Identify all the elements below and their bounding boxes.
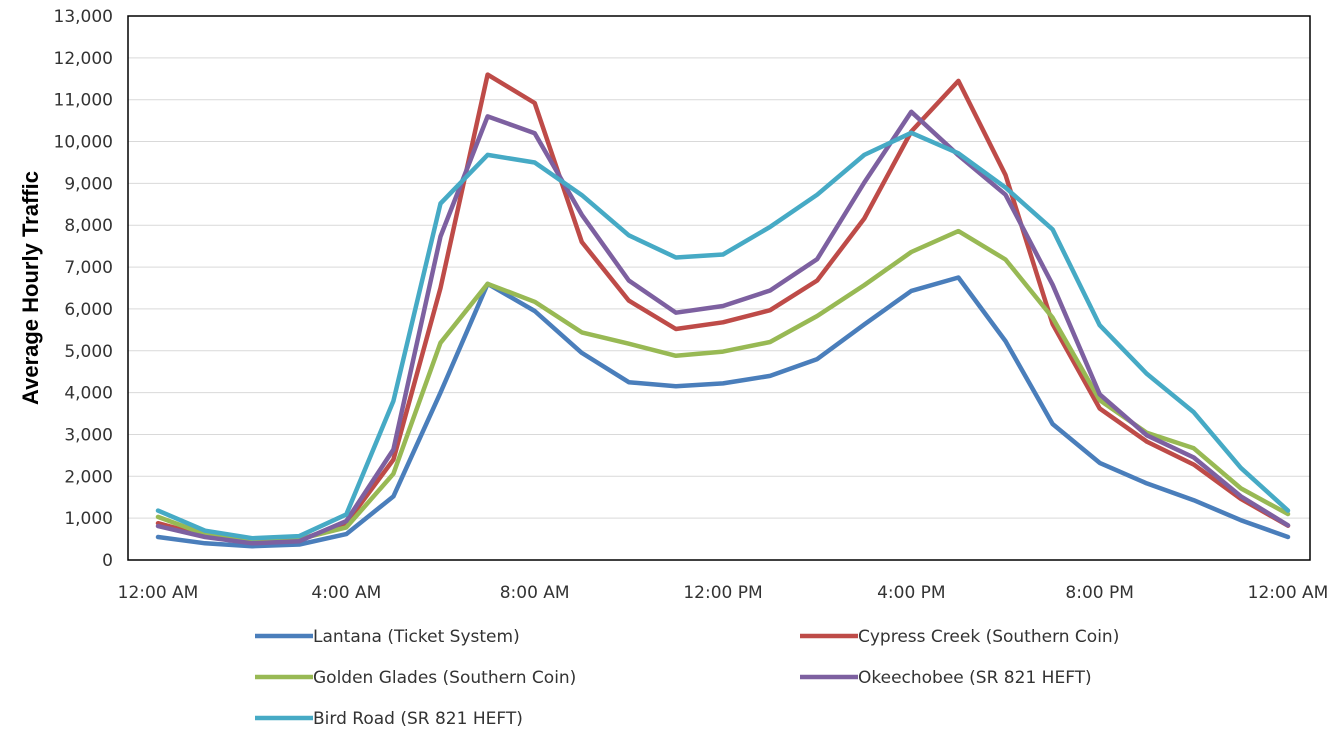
x-tick-label: 4:00 PM [877, 583, 946, 603]
legend-label: Golden Glades (Southern Coin) [313, 668, 576, 688]
legend-label: Lantana (Ticket System) [313, 627, 520, 647]
legend-label: Okeechobee (SR 821 HEFT) [858, 668, 1092, 688]
y-tick-label: 12,000 [54, 49, 113, 69]
y-tick-label: 8,000 [64, 216, 113, 236]
series-line [155, 109, 1291, 546]
x-tick-label: 8:00 PM [1065, 583, 1134, 603]
y-tick-label: 0 [102, 551, 113, 571]
x-tick-label: 12:00 AM [118, 583, 199, 603]
y-tick-label: 11,000 [54, 91, 113, 111]
legend-label: Bird Road (SR 821 HEFT) [313, 709, 523, 729]
plot-area-border [127, 15, 1311, 561]
y-tick-label: 2,000 [64, 467, 113, 487]
x-axis-ticks: 12:00 AM 4:00 AM 8:00 AM 12:00 PM 4:00 PM 8:0… [118, 583, 1329, 603]
y-axis-label: Average Hourly Traffic [18, 171, 43, 405]
y-tick-label: 9,000 [64, 174, 113, 194]
x-tick-label: 4:00 AM [311, 583, 381, 603]
y-tick-label: 1,000 [64, 509, 113, 529]
y-tick-label: 13,000 [54, 7, 113, 27]
series-line [155, 275, 1291, 549]
series-line [155, 130, 1291, 541]
gridlines [128, 57, 1310, 519]
y-tick-label: 4,000 [64, 384, 113, 404]
y-tick-label: 5,000 [64, 342, 113, 362]
y-axis-ticks: 0 1,000 2,000 3,000 4,000 5,000 6,000 7,000 8,00… [54, 7, 113, 571]
y-tick-label: 10,000 [54, 133, 113, 153]
legend: Lantana (Ticket System) Cypress Creek (So… [255, 627, 1119, 729]
x-tick-label: 12:00 AM [1248, 583, 1329, 603]
series-lines [155, 72, 1291, 549]
series-line [155, 228, 1291, 544]
y-tick-label: 3,000 [64, 425, 113, 445]
x-tick-label: 8:00 AM [500, 583, 570, 603]
x-tick-label: 12:00 PM [683, 583, 762, 603]
y-tick-label: 7,000 [64, 258, 113, 278]
y-tick-label: 6,000 [64, 300, 113, 320]
legend-label: Cypress Creek (Southern Coin) [858, 627, 1119, 647]
